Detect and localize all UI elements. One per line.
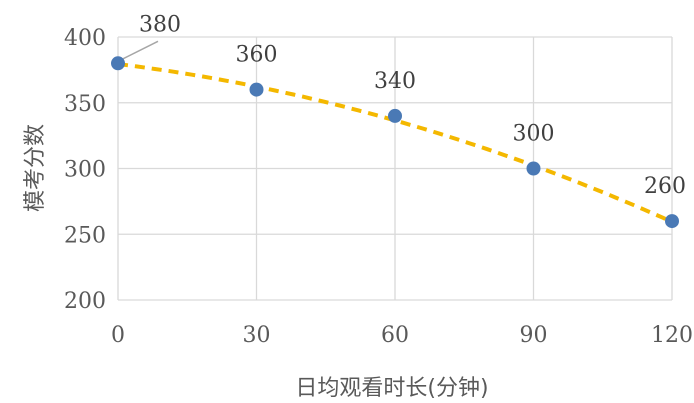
trendline — [117, 62, 673, 224]
x-tick-label: 60 — [381, 323, 409, 348]
y-tick-label: 200 — [64, 289, 106, 314]
y-axis-title: 模考分数 — [23, 124, 48, 212]
data-label: 360 — [236, 43, 278, 68]
data-labels: 380 360 340 300 260 — [139, 12, 686, 199]
gridlines — [117, 36, 673, 301]
y-tick-label: 250 — [64, 223, 106, 248]
y-axis-ticks: 200 250 300 350 400 — [64, 26, 106, 314]
x-axis-title: 日均观看时长(分钟) — [295, 376, 488, 401]
data-label: 300 — [513, 122, 555, 147]
x-tick-label: 90 — [520, 323, 548, 348]
data-label-leader-line — [121, 40, 159, 60]
data-points — [111, 56, 679, 229]
data-label: 260 — [644, 174, 686, 199]
y-tick-label: 400 — [64, 26, 106, 51]
data-point — [388, 108, 402, 123]
x-tick-label: 0 — [111, 323, 125, 348]
y-tick-label: 300 — [64, 158, 106, 183]
data-point — [665, 214, 679, 229]
x-axis-ticks: 0 30 60 90 120 — [111, 323, 693, 348]
data-point — [526, 161, 541, 176]
data-label: 340 — [374, 69, 416, 94]
x-tick-label: 120 — [651, 323, 693, 348]
data-point — [111, 56, 125, 71]
data-point — [249, 82, 264, 97]
y-tick-label: 350 — [64, 92, 106, 117]
data-label: 380 — [139, 12, 181, 37]
x-tick-label: 30 — [243, 323, 271, 348]
